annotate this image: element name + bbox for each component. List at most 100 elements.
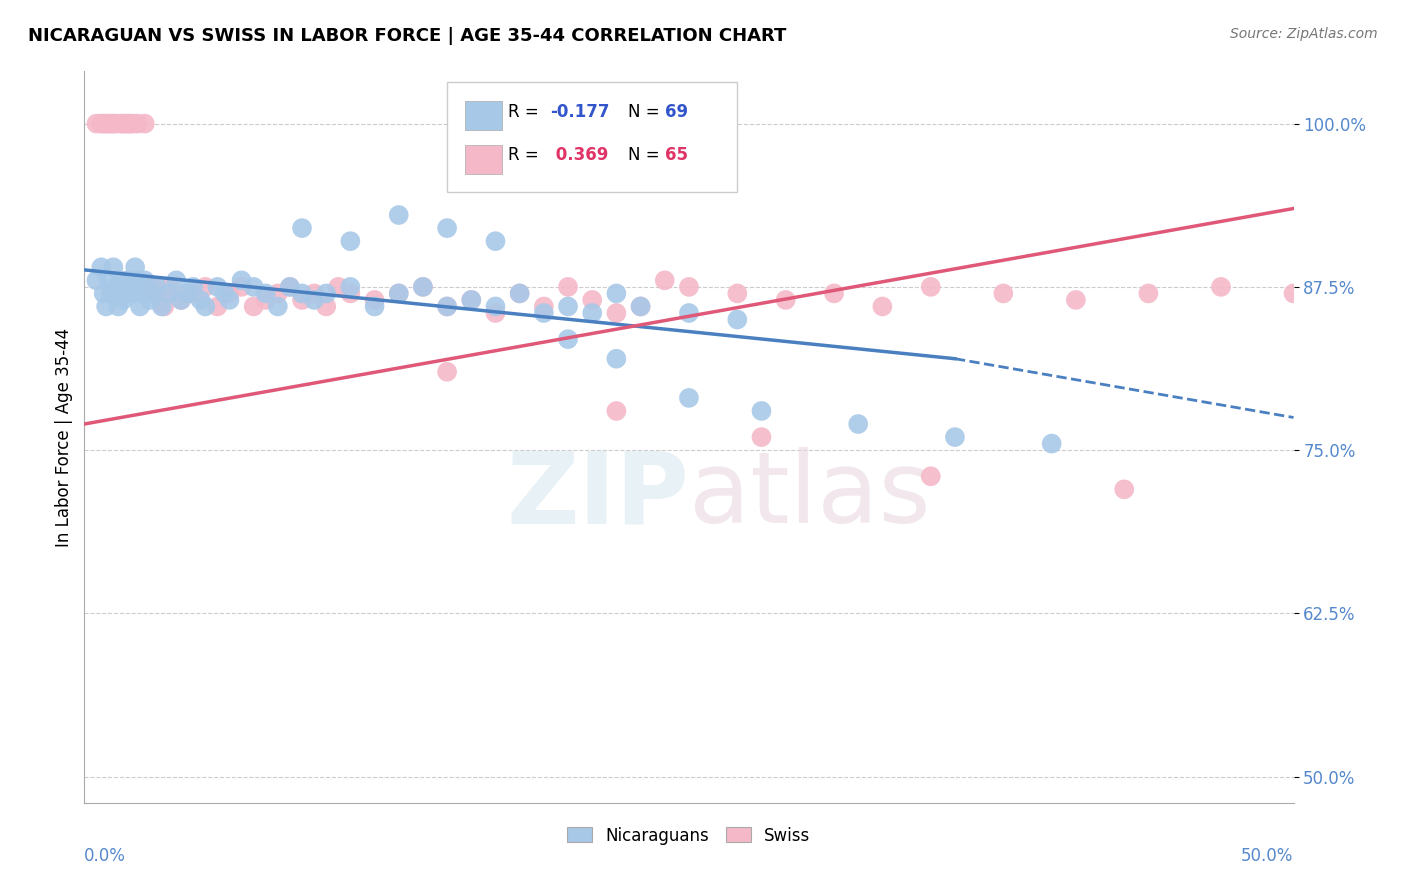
Point [388, 286, 411, 301]
Point [581, 293, 603, 307]
Point [363, 293, 385, 307]
Legend: Nicaraguans, Swiss: Nicaraguans, Swiss [560, 818, 818, 853]
Point [460, 293, 482, 307]
Point [146, 286, 169, 301]
Point [218, 286, 240, 301]
Point [254, 286, 277, 301]
Point [110, 273, 132, 287]
Point [993, 286, 1015, 301]
Text: -0.177: -0.177 [550, 103, 609, 120]
Point [509, 286, 531, 301]
Point [146, 280, 169, 294]
Point [302, 286, 325, 301]
Point [484, 234, 506, 248]
Point [104, 280, 127, 294]
Point [1040, 436, 1063, 450]
Point [1209, 280, 1232, 294]
Point [90, 260, 112, 275]
Point [1137, 286, 1160, 301]
Point [134, 273, 156, 287]
Point [605, 286, 627, 301]
Y-axis label: In Labor Force | Age 35-44: In Labor Force | Age 35-44 [55, 327, 73, 547]
Point [678, 391, 700, 405]
Text: Source: ZipAtlas.com: Source: ZipAtlas.com [1230, 27, 1378, 41]
Point [339, 234, 361, 248]
Point [291, 221, 314, 235]
Text: NICARAGUAN VS SWISS IN LABOR FORCE | AGE 35-44 CORRELATION CHART: NICARAGUAN VS SWISS IN LABOR FORCE | AGE… [28, 27, 786, 45]
Point [231, 280, 253, 294]
Point [533, 300, 555, 314]
Point [97, 117, 120, 131]
Point [181, 286, 204, 301]
Text: 69: 69 [665, 103, 688, 120]
Point [339, 280, 361, 294]
FancyBboxPatch shape [447, 82, 737, 192]
Point [165, 286, 187, 301]
Point [557, 332, 579, 346]
Point [557, 280, 579, 294]
Point [388, 286, 411, 301]
Point [725, 286, 748, 301]
Point [121, 117, 143, 131]
Point [117, 117, 139, 131]
Point [436, 300, 458, 314]
Point [231, 273, 253, 287]
Point [267, 300, 290, 314]
Text: N =: N = [628, 103, 665, 120]
Point [93, 117, 115, 131]
Point [190, 293, 212, 307]
Point [117, 273, 139, 287]
Point [93, 286, 115, 301]
Point [1114, 483, 1136, 497]
Point [1064, 293, 1087, 307]
Point [920, 469, 942, 483]
Point [181, 280, 204, 294]
Point [170, 293, 193, 307]
Point [678, 280, 700, 294]
Point [207, 280, 229, 294]
Point [412, 280, 434, 294]
Point [131, 286, 153, 301]
Point [630, 300, 652, 314]
Point [460, 293, 482, 307]
Point [872, 300, 894, 314]
Text: 0.369: 0.369 [550, 146, 609, 164]
Point [129, 300, 152, 314]
Point [242, 300, 264, 314]
Point [751, 404, 773, 418]
Point [114, 286, 136, 301]
Point [127, 117, 149, 131]
Point [823, 286, 845, 301]
Point [533, 306, 555, 320]
Point [214, 286, 236, 301]
Point [107, 300, 129, 314]
Point [157, 280, 180, 294]
Point [1282, 286, 1305, 301]
Point [90, 117, 112, 131]
Point [484, 306, 506, 320]
Point [112, 293, 135, 307]
Point [943, 430, 966, 444]
Point [114, 117, 136, 131]
Point [134, 117, 156, 131]
Point [165, 273, 187, 287]
Point [291, 293, 314, 307]
Text: 50.0%: 50.0% [1241, 847, 1294, 864]
Point [302, 293, 325, 307]
Point [509, 286, 531, 301]
Text: 65: 65 [665, 146, 688, 164]
Point [150, 300, 173, 314]
Point [315, 286, 337, 301]
Point [412, 280, 434, 294]
Point [328, 280, 350, 294]
Point [124, 260, 146, 275]
Text: 0.0%: 0.0% [84, 847, 127, 864]
Point [97, 273, 120, 287]
Point [605, 404, 627, 418]
Point [157, 286, 180, 301]
Point [120, 280, 142, 294]
Text: atlas: atlas [689, 447, 931, 544]
Point [100, 286, 122, 301]
Point [388, 208, 411, 222]
Point [920, 280, 942, 294]
